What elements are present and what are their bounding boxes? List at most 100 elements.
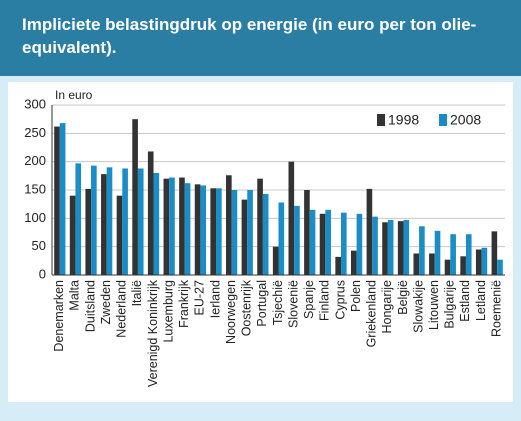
x-tick-label: Hongarije <box>380 280 394 334</box>
x-tick-label: Oostenrijk <box>240 279 254 336</box>
bar <box>294 205 300 275</box>
bar <box>288 161 295 275</box>
bar <box>101 174 107 275</box>
x-tick-label: Denemarken <box>52 280 66 352</box>
bar <box>491 231 498 275</box>
bar <box>366 188 373 275</box>
x-tick-label: Letland <box>474 280 488 321</box>
bar <box>85 188 92 275</box>
y-tick-label: 150 <box>24 181 46 196</box>
bar <box>403 220 410 275</box>
x-tick-label: Verenigd Koninkrijk <box>146 279 160 387</box>
bar <box>387 220 394 275</box>
bar <box>137 168 144 275</box>
bar <box>497 259 503 275</box>
bar <box>169 177 175 275</box>
x-tick-label: Slowakije <box>411 280 425 333</box>
x-tick-label: Estland <box>458 280 472 322</box>
x-tick-label: Portugal <box>255 280 269 327</box>
bar <box>194 184 201 275</box>
x-tick-label: Roemenië <box>489 280 503 337</box>
bar <box>247 190 253 275</box>
x-tick-label: Nederland <box>115 280 129 338</box>
bar <box>122 168 128 275</box>
legend-swatch <box>377 114 385 126</box>
bar <box>340 212 347 275</box>
legend-swatch <box>439 114 447 126</box>
bar <box>460 256 466 275</box>
bar <box>91 165 97 275</box>
x-tick-label: Polen <box>349 280 363 312</box>
bar <box>434 230 441 275</box>
bar <box>257 178 263 275</box>
y-tick-label: 300 <box>24 96 46 111</box>
bar <box>69 195 76 275</box>
bar <box>132 119 138 276</box>
bar <box>278 202 285 275</box>
bar <box>210 188 217 275</box>
y-tick-label: 250 <box>24 125 46 140</box>
bar <box>382 222 388 275</box>
x-tick-label: Malta <box>68 280 82 311</box>
bar <box>75 163 82 275</box>
x-tick-label: Litouwen <box>427 280 441 330</box>
bar <box>429 253 435 275</box>
bar <box>419 226 425 275</box>
bar <box>106 167 113 275</box>
bar <box>216 188 222 275</box>
x-tick-label: Spanje <box>302 280 316 319</box>
bar <box>262 193 269 275</box>
x-tick-label: Frankrijk <box>177 279 191 328</box>
bar <box>356 213 363 275</box>
x-tick-label: Zweden <box>99 280 113 325</box>
bar <box>184 183 191 275</box>
x-tick-label: Italië <box>130 280 144 306</box>
x-tick-label: Luxemburg <box>161 280 175 343</box>
bar <box>54 126 60 276</box>
legend-label: 1998 <box>388 112 419 128</box>
x-tick-label: Tsjechië <box>271 280 285 325</box>
x-tick-label: Griekenland <box>365 280 379 347</box>
bar <box>372 216 378 275</box>
chart-title: Impliciete belastingdruk op energie (in … <box>0 0 521 76</box>
x-tick-label: Ierland <box>208 280 222 318</box>
bar <box>465 234 472 275</box>
bar <box>226 175 232 275</box>
bar <box>325 209 331 275</box>
y-tick-label: 0 <box>39 266 46 281</box>
bar <box>59 123 66 275</box>
x-tick-label: Duitsland <box>83 280 97 332</box>
bar <box>241 199 248 275</box>
bar <box>319 213 326 275</box>
x-tick-label: Finland <box>318 280 332 321</box>
bar <box>397 221 404 275</box>
bar <box>200 185 207 275</box>
bar <box>163 178 170 275</box>
bar <box>116 195 123 275</box>
bar <box>304 190 310 275</box>
bar <box>475 249 482 275</box>
bar <box>350 250 357 275</box>
x-tick-label: Noorwegen <box>224 280 238 344</box>
bar <box>309 209 316 275</box>
bar <box>147 151 154 275</box>
y-tick-label: 50 <box>32 238 46 253</box>
x-tick-label: Bulgarije <box>443 280 457 329</box>
bar <box>444 259 451 275</box>
bar <box>272 246 279 275</box>
bar <box>450 234 456 275</box>
y-tick-label: 200 <box>24 153 46 168</box>
bar <box>179 177 185 275</box>
x-tick-label: Slovenië <box>286 280 300 328</box>
legend-label: 2008 <box>450 112 481 128</box>
bar <box>413 253 420 275</box>
y-axis-label: In euro <box>55 88 93 102</box>
y-tick-label: 100 <box>24 210 46 225</box>
x-tick-label: Cyprus <box>333 280 347 320</box>
bar <box>153 173 160 275</box>
x-tick-label: België <box>396 280 410 315</box>
bar <box>481 247 488 275</box>
x-tick-label: EU-27 <box>193 280 207 315</box>
